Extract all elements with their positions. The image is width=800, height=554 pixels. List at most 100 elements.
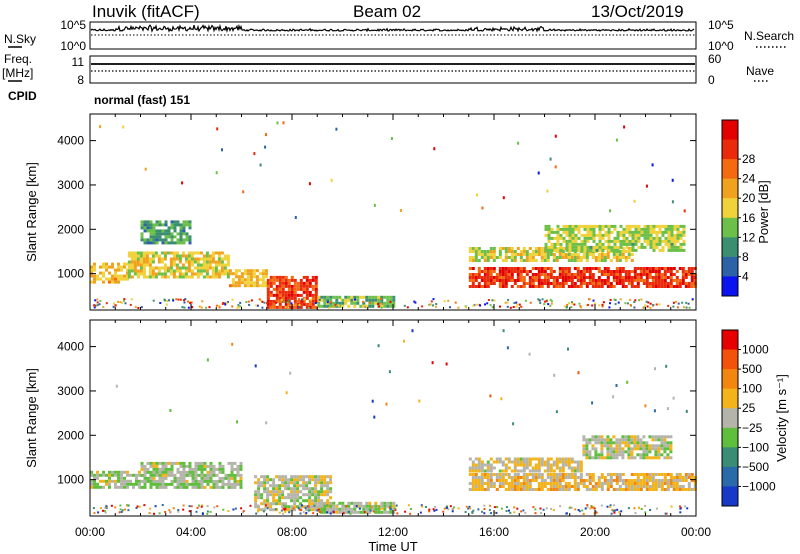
echo-cell [513,267,517,270]
echo-cell [188,223,192,227]
echo-speckle [469,507,472,510]
echo-cell [218,464,222,468]
echo-speckle [122,299,125,302]
echo-cell [588,441,592,445]
echo-cell [269,305,273,309]
echo-cell [362,301,366,305]
echo-cell [218,485,222,489]
echo-cell [687,267,691,270]
echo-cell [540,253,544,256]
echo-cell [504,285,508,288]
echo-cell [657,482,661,485]
echo-cell [528,469,532,473]
echo-cell [278,499,282,503]
echo-cell [585,485,589,488]
echo-cell [326,481,330,485]
echo-cell [576,485,580,488]
echo-cell [287,487,291,491]
echo-cell [513,282,517,285]
echo-cell [664,242,668,246]
echo-speckle [396,512,399,515]
echo-cell [293,502,297,506]
echo-cell [642,476,646,479]
echo-cell [618,444,622,448]
echo-cell [666,435,670,439]
echo-cell [682,227,686,231]
echo-cell [308,281,312,285]
echo-speckle [317,508,320,511]
echo-cell [252,272,256,276]
echo-cell [142,263,146,267]
echo-speckle [183,306,186,309]
echo-speckle [389,300,392,303]
echo-speckle [579,305,582,308]
echo-cell [341,501,345,505]
echo-cell [129,479,132,483]
echo-cell [621,438,625,442]
echo-cell [163,263,167,267]
echo-cell [151,275,155,279]
echo-cell [468,457,472,461]
echo-cell [209,479,213,483]
echo-cell [218,470,222,474]
echo-cell [185,464,189,468]
echo-cell [615,450,619,454]
echo-cell [135,479,138,483]
echo-cell [591,253,595,256]
echo-cell [571,236,575,240]
y-tick-label: 3000 [57,384,84,398]
echo-cell [646,236,650,240]
echo-speckle [105,505,108,508]
echo-cell [371,298,375,302]
echo-cell [217,263,221,267]
echo-cell [239,479,243,483]
echo-speckle [298,304,301,306]
echo-cell [308,496,312,500]
echo-cell [576,488,580,491]
echo-cell [687,485,691,488]
echo-cell [507,485,511,488]
echo-cell [528,485,532,488]
echo-cell [114,482,117,486]
echo-cell [615,282,619,285]
echo-cell [468,247,472,250]
echo-cell [561,250,565,253]
echo-cell [287,284,291,288]
echo-speckle [381,507,384,510]
echo-cell [603,273,607,276]
echo-cell [630,453,634,457]
echo-cell [579,273,583,276]
echo-cell [474,488,478,491]
echo-cell [537,273,541,276]
echo-cell [296,299,300,303]
echo-cell [146,470,150,474]
echo-cell [133,263,137,267]
echo-cell [127,260,131,264]
echo-cell [278,296,282,300]
echo-speckle [584,507,587,510]
echo-cell [561,469,565,473]
echo-speckle [457,507,460,510]
echo-speckle [308,507,311,510]
echo-cell [571,242,575,246]
echo-speckle [644,304,647,307]
echo-cell [556,236,560,240]
echo-cell [220,263,224,267]
echo-cell [166,275,170,279]
echo-cell [296,499,300,503]
echo-cell [200,470,204,474]
echo-cell [586,236,590,240]
echo-speckle [573,303,576,306]
echo-cell [681,282,685,285]
echo-cell [152,238,156,242]
echo-cell [615,276,619,279]
echo-cell [621,285,625,288]
echo-cell [99,485,102,489]
echo-cell [550,245,554,249]
echo-cell [93,262,96,266]
echo-cell [567,485,571,488]
echo-cell [652,242,656,246]
echo-cell [278,284,282,288]
echo-cell [553,242,557,246]
echo-cell [211,266,215,270]
